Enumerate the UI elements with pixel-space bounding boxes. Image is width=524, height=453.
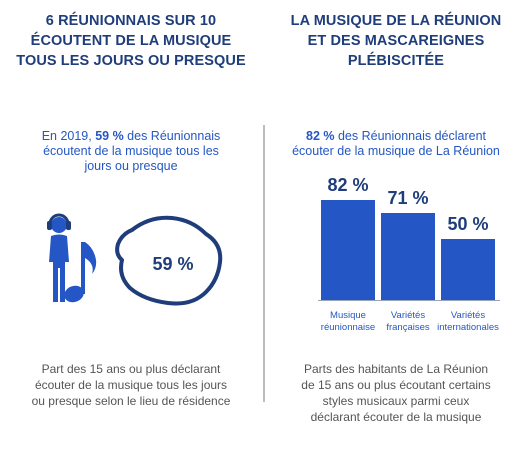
left-footnote-line-2: écouter de la musique tous les jours [34,378,228,392]
category-label-1: Musique réunionnaise [320,310,376,333]
right-title-line-1: LA MUSIQUE DE LA RÉUNION [290,13,502,29]
right-title-line-2: ET DES MASCAREIGNES [307,33,485,49]
right-footnote-line-4: déclarant écouter de la musique [310,410,482,424]
right-subtitle-suffix-2: écouter de la musique de La Réunion [292,144,500,158]
right-title: LA MUSIQUE DE LA RÉUNION ET DES MASCAREI… [268,11,524,71]
left-footnote-line-3: ou presque selon le lieu de résidence [31,394,231,408]
right-subtitle-highlight: 82 % [306,129,335,143]
bar-value-label-1: 82 % [327,175,369,195]
left-title: 6 RÉUNIONNAIS SUR 10 ÉCOUTENT DE LA MUSI… [0,11,262,71]
bar-2 [381,213,435,300]
right-title-line-3: PLÉBISCITÉE [347,53,445,69]
right-footnote: Parts des habitants de La Réunion de 15 … [268,361,524,425]
category-label-3: Variétés internationales [437,310,499,333]
right-footnote-line-3: styles musicaux parmi ceux [322,394,470,408]
right-footnote-line-2: de 15 ans ou plus écoutant certains [301,378,491,392]
bar-1 [321,200,375,300]
bar-3 [441,239,495,300]
left-footnote: Part des 15 ans ou plus déclarant écoute… [0,361,262,409]
left-subtitle-suffix-1: des Réunionnais [123,129,221,143]
bar-value-label-2: 71 % [387,188,429,209]
left-title-line-2: ÉCOUTENT DE LA MUSIQUE [30,33,232,49]
left-footnote-line-1: Part des 15 ans ou plus déclarant [41,362,221,376]
left-title-line-1: 6 RÉUNIONNAIS SUR 10 [45,13,217,29]
bar-value-label-3: 50 % [447,214,489,235]
right-subtitle-suffix-1: des Réunionnais déclarent [334,129,486,143]
category-label-2: Variétés françaises [386,310,430,333]
chart-baseline [318,300,500,301]
panel-divider [263,125,265,402]
reunion-island-map-icon [115,215,223,306]
left-subtitle-highlight: 59 % [95,129,124,143]
map-value: 59 % [152,254,194,274]
left-subtitle-suffix-2: écoutent de la musique tous les [43,144,219,158]
left-subtitle-suffix-3: jours ou presque [84,159,178,173]
music-note-icon [64,242,97,303]
left-title-line-3: TOUS LES JOURS OU PRESQUE [16,53,246,69]
right-subtitle: 82 % des Réunionnais déclarent écouter d… [268,129,524,159]
person-with-headphones-icon [47,213,71,302]
right-footnote-line-1: Parts des habitants de La Réunion [303,362,489,376]
left-subtitle-prefix: En 2019, [41,129,96,143]
left-subtitle: En 2019, 59 % des Réunionnais écoutent d… [0,129,262,174]
